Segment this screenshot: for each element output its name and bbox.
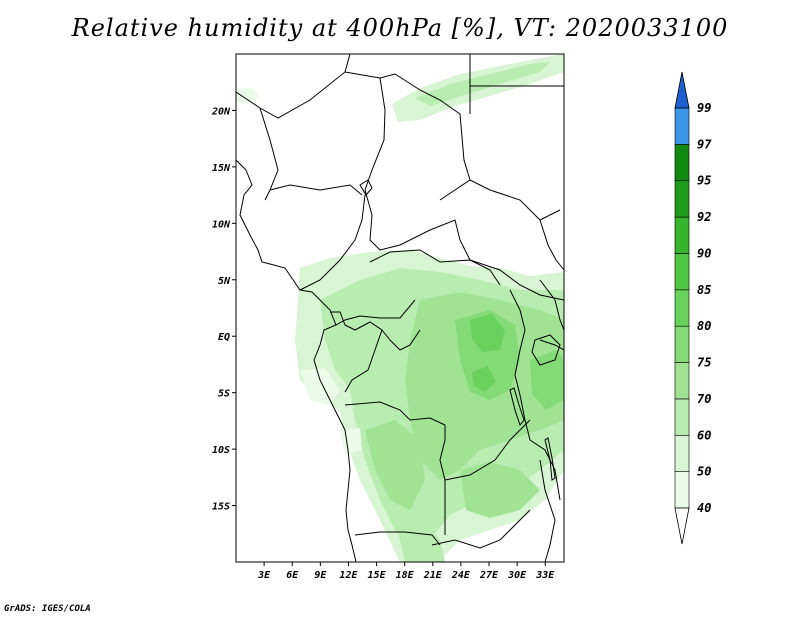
border-mali-niger bbox=[259, 107, 279, 201]
lon-tick-label: 18E bbox=[396, 570, 415, 581]
colorbar-label: 90 bbox=[697, 246, 711, 260]
map-frame bbox=[235, 53, 565, 563]
lake-tanganyika bbox=[509, 387, 525, 427]
border-angola-south bbox=[354, 531, 441, 546]
colorbar-segment bbox=[674, 325, 690, 363]
lat-tick-label: EQ bbox=[218, 332, 230, 343]
border-nigeria bbox=[299, 194, 366, 291]
lon-tick-label: 33E bbox=[535, 570, 555, 581]
lon-tick-label: 12E bbox=[339, 570, 358, 581]
humidity-patch-coast-1 bbox=[300, 368, 340, 405]
colorbar-segment bbox=[674, 289, 690, 327]
lon-tick-label: 6E bbox=[286, 570, 299, 581]
border-uganda-kenya bbox=[539, 279, 564, 331]
lon-tick-label: 24E bbox=[451, 570, 471, 581]
border-north-3 bbox=[364, 77, 386, 191]
map-title: Relative humidity at 400hPa [%], VT: 202… bbox=[71, 14, 729, 42]
border-drc-west bbox=[381, 329, 421, 351]
humidity-band-north-core bbox=[415, 62, 550, 106]
border-zambia bbox=[444, 419, 531, 481]
colorbar-low-arrow bbox=[674, 507, 690, 545]
colorbar-segment bbox=[674, 216, 690, 254]
colorbar-segment bbox=[674, 144, 690, 182]
lat-tick-label: 10S bbox=[212, 445, 230, 456]
lon-tick-label: 15E bbox=[368, 570, 387, 581]
colorbar-segment bbox=[674, 398, 690, 436]
lat-tick-label: 15N bbox=[212, 163, 231, 174]
lon-tick-label: 3E bbox=[257, 570, 271, 581]
colorbar-segment bbox=[674, 362, 690, 400]
border-ethiopia bbox=[539, 219, 564, 271]
lon-tick-label: 30E bbox=[507, 570, 527, 581]
colorbar-segment bbox=[674, 107, 690, 145]
humidity-core-east bbox=[530, 350, 564, 410]
colorbar-label: 99 bbox=[697, 101, 711, 115]
humidity-shading bbox=[236, 54, 564, 562]
colorbar-segment bbox=[674, 434, 690, 472]
colorbar-segment bbox=[674, 180, 690, 218]
lake-malawi bbox=[544, 437, 556, 481]
lon-tick-label: 27E bbox=[479, 570, 499, 581]
latitude-axis: 20N 15N 10N 5N EQ 5S 10S 15S bbox=[211, 106, 236, 513]
colorbar-high-arrow bbox=[674, 71, 690, 109]
lat-tick-label: 5S bbox=[218, 389, 230, 400]
humidity-patch-coast-2 bbox=[340, 428, 362, 455]
border-car bbox=[369, 249, 564, 301]
country-borders bbox=[236, 54, 564, 562]
grads-credit: GrADS: IGES/COLA bbox=[4, 604, 91, 614]
humidity-patch-northwest bbox=[236, 88, 260, 104]
colorbar-segment bbox=[674, 253, 690, 291]
humidity-core-80a bbox=[470, 314, 505, 352]
border-east-lakes bbox=[509, 289, 531, 441]
humidity-region-southwest-70 bbox=[365, 420, 425, 510]
lake-victoria bbox=[531, 334, 561, 366]
lat-tick-label: 5N bbox=[218, 276, 231, 287]
lat-tick-label: 15S bbox=[212, 502, 230, 513]
border-sahel bbox=[269, 184, 363, 196]
border-mozambique bbox=[539, 459, 556, 562]
colorbar-label: 95 bbox=[697, 174, 711, 188]
lat-tick-label: 10N bbox=[212, 219, 231, 230]
lat-tick-label: 20N bbox=[211, 106, 231, 117]
lon-tick-label: 21E bbox=[423, 570, 443, 581]
colorbar-label: 70 bbox=[697, 392, 711, 406]
colorbar-label: 40 bbox=[697, 501, 711, 515]
border-chad bbox=[364, 189, 501, 286]
colorbar-segment bbox=[674, 471, 690, 509]
colorbar-label: 75 bbox=[697, 356, 711, 370]
border-sudan-south bbox=[439, 179, 561, 221]
border-north-2 bbox=[344, 71, 471, 181]
colorbar-label: 92 bbox=[697, 210, 711, 224]
border-gabon-congo bbox=[330, 311, 383, 393]
border-drc-angola bbox=[344, 401, 446, 461]
humidity-core-80b bbox=[472, 366, 496, 392]
lake-chad bbox=[359, 179, 373, 196]
colorbar: 40 50 60 70 75 80 85 90 92 95 97 99 bbox=[674, 71, 712, 545]
colorbar-label: 50 bbox=[697, 465, 711, 479]
colorbar-label: 60 bbox=[697, 428, 711, 442]
colorbar-label: 97 bbox=[697, 137, 712, 151]
longitude-axis: 3E 6E 9E 12E 15E 18E 21E 24E 27E 30E 33E bbox=[257, 562, 555, 581]
border-north-1 bbox=[236, 54, 351, 119]
colorbar-label: 80 bbox=[697, 319, 711, 333]
colorbar-label: 85 bbox=[697, 283, 711, 297]
lon-tick-label: 9E bbox=[314, 570, 327, 581]
humidity-region-south-70 bbox=[460, 462, 540, 518]
border-zambia-south bbox=[431, 509, 531, 549]
humidity-region-south-tail bbox=[395, 515, 445, 562]
